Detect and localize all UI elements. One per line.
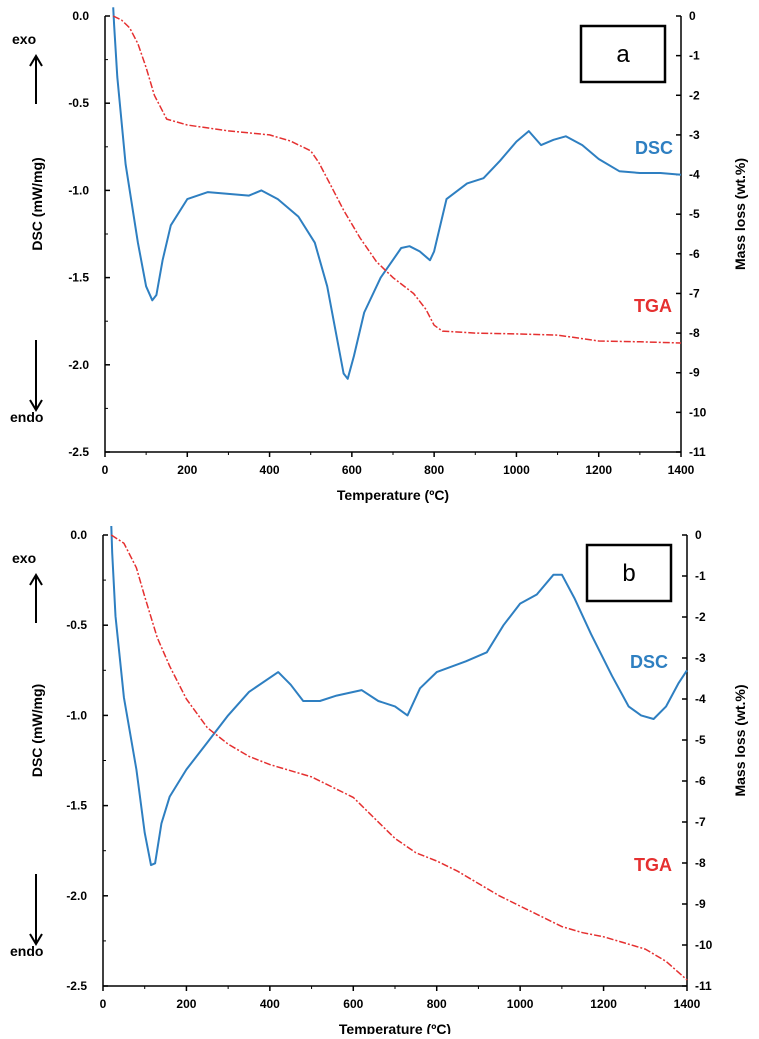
series-line-tga: [110, 534, 688, 981]
exo-arrowhead: [29, 54, 43, 67]
exo-label: exo: [12, 31, 36, 47]
y-left-tick-label: -2.0: [68, 358, 89, 372]
x-tick-label: 1000: [507, 997, 534, 1011]
x-tick-label: 400: [260, 997, 280, 1011]
x-tick-label: 1200: [590, 997, 617, 1011]
y-right-tick-label: -4: [689, 168, 700, 182]
y-right-tick-label: -9: [689, 366, 700, 380]
series-line-dsc: [112, 7, 682, 380]
y-right-tick-label: 0: [695, 528, 702, 542]
y-left-axis-label: DSC (mW/mg): [29, 157, 45, 250]
x-tick-label: 1000: [503, 463, 530, 477]
exo-arrowhead: [29, 573, 43, 586]
y-right-axis-label: Mass loss (wt.%): [732, 158, 748, 270]
x-tick-label: 600: [343, 997, 363, 1011]
y-left-tick-label: -0.5: [66, 618, 87, 632]
y-right-tick-label: -5: [695, 733, 706, 747]
y-right-tick-label: -10: [689, 405, 707, 419]
panel-letter-box: [579, 24, 667, 84]
endo-label: endo: [10, 409, 43, 425]
x-tick-label: 1200: [585, 463, 612, 477]
panel-letter-box: [585, 543, 673, 603]
x-tick-label: 200: [177, 463, 197, 477]
y-left-tick-label: -2.5: [66, 979, 87, 993]
y-right-tick-label: -9: [695, 897, 706, 911]
y-right-tick-label: -7: [695, 815, 706, 829]
y-left-tick-label: -1.0: [68, 183, 89, 197]
y-left-tick-label: -1.5: [66, 799, 87, 813]
y-right-tick-label: -11: [695, 979, 712, 993]
y-right-axis-label: Mass loss (wt.%): [732, 684, 748, 796]
x-tick-label: 600: [342, 463, 362, 477]
y-right-tick-label: -8: [689, 326, 700, 340]
x-tick-label: 400: [260, 463, 280, 477]
chart-panel-a: 0 200 400 600 800 1000 1200 1400 0.0 -0.5 -1.0 -1.5…: [10, 7, 748, 503]
x-tick-label: 1400: [668, 463, 695, 477]
x-axis-label: Temperature (ºC): [339, 1021, 451, 1034]
x-tick-label: 200: [176, 997, 196, 1011]
endo-arrowhead: [29, 933, 43, 946]
y-right-tick-label: -1: [689, 49, 700, 63]
y-right-tick-label: -3: [689, 128, 700, 142]
y-right-tick-label: -6: [689, 247, 700, 261]
x-tick-label: 800: [427, 997, 447, 1011]
endo-label: endo: [10, 943, 43, 959]
y-right-tick-label: -1: [695, 569, 706, 583]
series-label-tga: TGA: [634, 296, 672, 316]
panel-letter: a: [616, 41, 630, 68]
series-line-dsc: [110, 525, 688, 867]
y-right-tick-label: 0: [689, 9, 696, 23]
series-label-tga: TGA: [634, 855, 672, 875]
series-line-tga: [112, 15, 682, 344]
x-axis-label: Temperature (ºC): [337, 487, 449, 503]
y-left-tick-label: -2.5: [68, 445, 89, 459]
y-right-tick-label: -2: [695, 610, 706, 624]
y-right-tick-label: -10: [695, 938, 713, 952]
y-right-tick-label: -5: [689, 207, 700, 221]
y-right-tick-label: -8: [695, 856, 706, 870]
endo-arrowhead: [29, 399, 43, 412]
y-left-axis-label: DSC (mW/mg): [29, 684, 45, 777]
x-tick-label: 0: [102, 463, 109, 477]
exo-label: exo: [12, 550, 36, 566]
y-left-tick-label: -2.0: [66, 889, 87, 903]
x-tick-label: 1400: [674, 997, 701, 1011]
x-tick-label: 0: [100, 997, 107, 1011]
y-right-tick-label: -11: [689, 445, 706, 459]
y-right-tick-label: -7: [689, 286, 700, 300]
series-label-dsc: DSC: [630, 652, 668, 672]
y-left-tick-label: -0.5: [68, 96, 89, 110]
series-label-dsc: DSC: [635, 138, 673, 158]
y-left-tick-label: -1.0: [66, 708, 87, 722]
y-right-tick-label: -4: [695, 692, 706, 706]
y-right-tick-label: -3: [695, 651, 706, 665]
x-tick-label: 800: [424, 463, 444, 477]
y-left-tick-label: -1.5: [68, 271, 89, 285]
y-left-tick-label: 0.0: [72, 9, 89, 23]
chart-panel-b: 0 200 400 600 800 1000 1200 1400 0.0 -0.5 -1.0 -1.5…: [10, 525, 748, 1037]
panel-letter: b: [622, 560, 635, 587]
y-left-tick-label: 0.0: [70, 528, 87, 542]
y-right-tick-label: -6: [695, 774, 706, 788]
y-right-tick-label: -2: [689, 88, 700, 102]
